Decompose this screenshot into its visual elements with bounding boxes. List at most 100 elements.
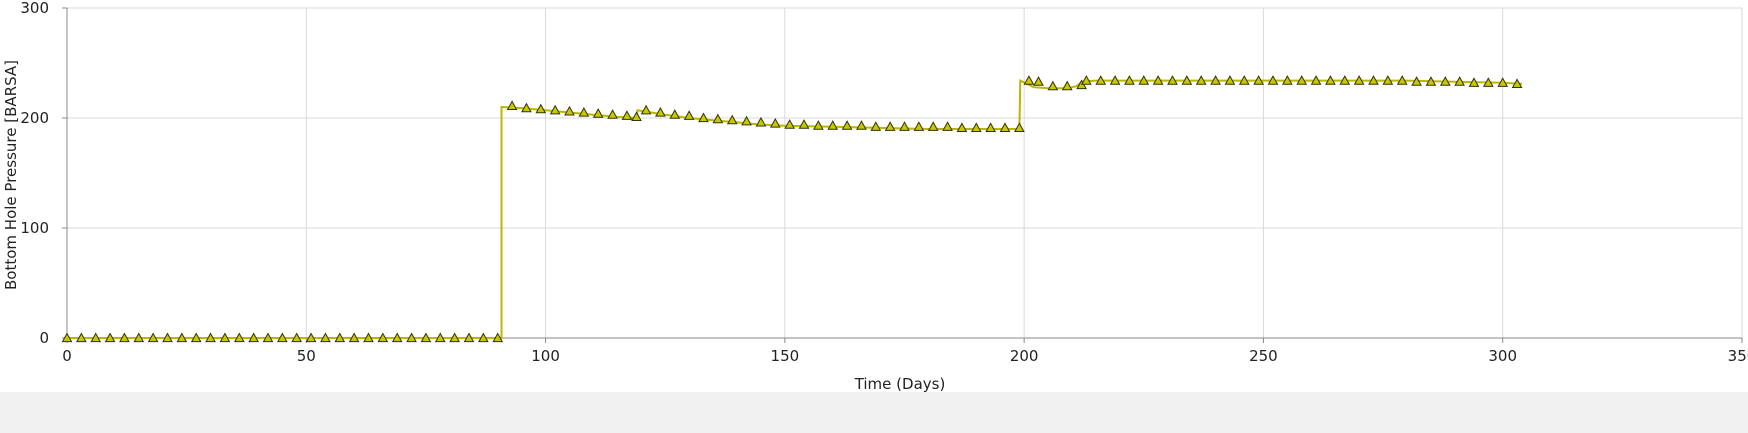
x-tick-label: 250 [1249, 347, 1278, 365]
observed-point [1210, 75, 1221, 85]
observed-point [927, 121, 939, 131]
x-tick-label: 150 [771, 347, 800, 365]
y-axis-title: Bottom Hole Pressure [BARSA] [2, 60, 20, 290]
observed-point [999, 122, 1011, 132]
observed-point [133, 332, 145, 343]
observed-point [277, 332, 288, 343]
observed-point [1267, 75, 1279, 85]
observed-point [205, 332, 216, 343]
observed-point [291, 332, 303, 343]
observed-point [348, 332, 360, 343]
observed-point [119, 332, 130, 343]
simulated-line [67, 79, 1522, 339]
observed-point [162, 332, 173, 343]
observed-point [655, 106, 666, 117]
observed-point [856, 120, 867, 130]
bhp-chart: 0 50 100 150 200 250 300 350 0 100 200 300 Time (Da… [2, 0, 1748, 392]
observed-point [621, 110, 633, 120]
observed-point [1061, 80, 1073, 91]
observed-point [726, 114, 738, 125]
observed-point [262, 332, 274, 343]
observed-point [1454, 76, 1465, 86]
observed-point [521, 102, 532, 113]
observed-point [870, 121, 882, 131]
observed-point [578, 106, 590, 117]
observed-point [564, 105, 575, 116]
observed-point [884, 121, 896, 131]
observed-series [61, 75, 1523, 343]
observed-point [1368, 75, 1379, 85]
observed-point [1033, 76, 1044, 86]
observed-point [363, 332, 374, 343]
observed-point [1181, 75, 1193, 85]
observed-point [434, 332, 446, 343]
observed-point [391, 332, 403, 343]
observed-point [1439, 76, 1451, 86]
observed-point [406, 332, 417, 343]
observed-point [377, 332, 389, 343]
observed-point [970, 122, 982, 132]
observed-point [420, 332, 432, 343]
observed-point [1411, 76, 1422, 86]
observed-point [1095, 75, 1107, 85]
observed-point [1014, 122, 1025, 132]
observed-point [76, 332, 87, 343]
axes [62, 7, 1743, 343]
observed-point [1282, 75, 1293, 85]
y-tick-label: 0 [39, 329, 49, 347]
observed-point [841, 120, 853, 130]
observed-point [769, 117, 781, 128]
observed-point [535, 103, 547, 114]
observed-point [913, 121, 925, 131]
grid [67, 7, 1743, 338]
observed-point [899, 121, 910, 131]
observed-point [942, 121, 953, 131]
observed-point [492, 332, 504, 343]
observed-point [813, 120, 824, 130]
observed-point [506, 100, 518, 110]
observed-point [1468, 77, 1480, 87]
observed-point [1497, 77, 1509, 87]
observed-point [741, 115, 752, 126]
observed-point [640, 104, 652, 115]
observed-point [712, 113, 724, 124]
simulated-series [67, 79, 1522, 339]
observed-point [549, 104, 561, 115]
observed-point [1167, 75, 1178, 85]
observed-point [1109, 75, 1121, 85]
observed-point [631, 111, 642, 121]
observed-point [956, 122, 968, 132]
chart-panel: 0 50 100 150 200 250 300 350 0 100 200 300 Time (Da… [0, 0, 1748, 392]
observed-point [669, 109, 681, 119]
x-tick-label: 50 [297, 347, 316, 365]
y-tick-label: 200 [20, 109, 49, 127]
observed-point [1396, 75, 1408, 85]
observed-point [1124, 75, 1135, 85]
observed-point [305, 332, 317, 343]
observed-point [1195, 75, 1207, 85]
observed-point [449, 332, 460, 343]
observed-point [1238, 75, 1250, 85]
observed-point [90, 332, 102, 343]
observed-point [478, 332, 489, 343]
observed-point [1353, 75, 1365, 85]
observed-point [784, 119, 795, 129]
observed-point [1224, 75, 1236, 85]
observed-point [463, 332, 475, 343]
observed-point [190, 332, 202, 343]
y-tick-label: 300 [20, 0, 49, 17]
observed-point [1152, 75, 1164, 85]
observed-point [248, 332, 259, 343]
x-tick-label: 0 [62, 347, 72, 365]
observed-point [592, 108, 604, 118]
bottom-strip [0, 392, 1748, 433]
observed-point [683, 110, 695, 120]
observed-point [798, 119, 810, 129]
observed-point [334, 332, 346, 343]
observed-point [1325, 75, 1336, 85]
observed-point [1253, 75, 1264, 85]
observed-point [698, 112, 709, 123]
observed-point [147, 332, 159, 343]
observed-point [1296, 75, 1308, 85]
tick-labels: 0 50 100 150 200 250 300 350 0 100 200 300 [20, 0, 1748, 365]
